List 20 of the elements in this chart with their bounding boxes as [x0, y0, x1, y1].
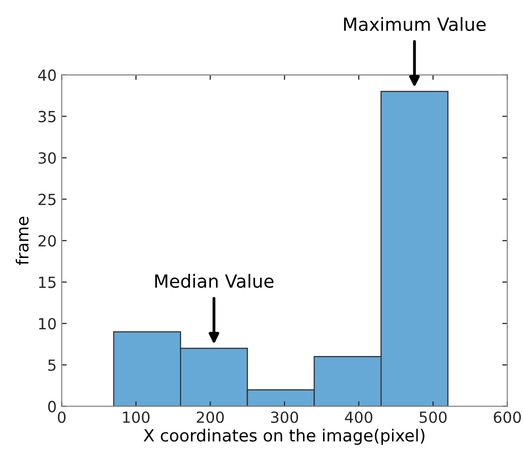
- y-tick-label: 15: [39, 276, 56, 288]
- y-tick-label: 35: [38, 110, 56, 122]
- x-tick-label: 200: [196, 411, 224, 424]
- y-tick-label: 5: [48, 360, 56, 371]
- x-tick-label: 500: [420, 411, 447, 424]
- annotation: Maximum Value: [344, 17, 486, 32]
- x-tick-label: 600: [494, 411, 521, 424]
- y-tick-label: 30: [38, 152, 56, 164]
- y-tick-label: 20: [38, 235, 56, 247]
- y-tick-label: 25: [38, 194, 56, 206]
- y-tick-label: 10: [39, 318, 56, 330]
- annotation: Median Value: [155, 274, 274, 288]
- x-tick-label: 100: [123, 411, 150, 424]
- y-axis-title: frame: [16, 216, 29, 265]
- y-tick-label: 0: [48, 400, 56, 412]
- y-tick-label: 40: [38, 69, 56, 81]
- x-axis-title: X coordinates on the image(pixel): [144, 428, 424, 445]
- x-tick-label: 0: [58, 411, 66, 424]
- x-tick-label: 400: [344, 411, 372, 424]
- x-tick-label: 300: [271, 411, 298, 424]
